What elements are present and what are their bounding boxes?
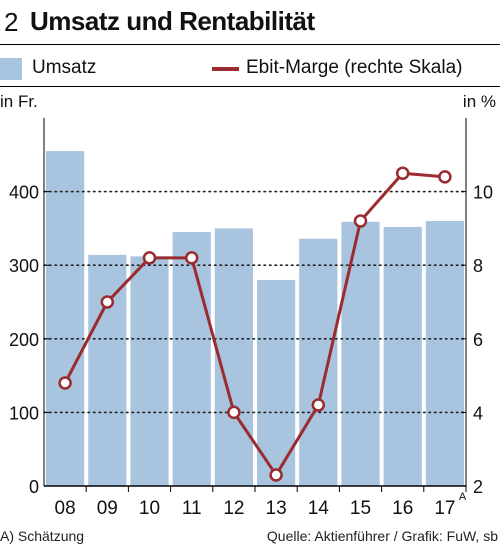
bar-17 (425, 221, 464, 487)
left-tick-label-200: 200 (9, 330, 39, 350)
x-tick-label-17: 17 (434, 498, 455, 519)
bar-14 (299, 238, 338, 486)
left-tick-label-300: 300 (9, 256, 39, 276)
ebit-margin-point-08 (58, 376, 72, 390)
left-tick-label-400: 400 (9, 183, 39, 203)
bar-10 (130, 256, 169, 486)
right-tick-label-4: 4 (473, 403, 483, 423)
bar-11 (172, 232, 211, 486)
x-tick-label-14: 14 (308, 498, 330, 519)
right-tick-label-6: 6 (473, 330, 483, 350)
legend-line-label: Ebit-Marge (rechte Skala) (246, 57, 463, 78)
left-tick-label-0: 0 (29, 477, 39, 497)
bar-08 (46, 151, 85, 486)
legend-bar-swatch (0, 58, 22, 80)
ebit-margin-line (63, 171, 446, 477)
ebit-margin-point-10 (142, 251, 157, 265)
header-rule (0, 44, 500, 45)
x-tick-label-15: 15 (350, 498, 371, 519)
ebit-margin-point-15 (353, 214, 368, 228)
legend-rule (0, 86, 500, 87)
source-credit: Quelle: Aktienführer / Grafik: FuW, sb (266, 528, 498, 544)
left-tick-label-100: 100 (9, 403, 39, 423)
bar-12 (214, 228, 253, 486)
x-tick-label-10: 10 (139, 498, 160, 519)
right-axis-unit: in % (462, 92, 496, 111)
legend-line-swatch (212, 67, 239, 71)
left-axis-unit: in Fr. (0, 92, 38, 111)
x-tick-footnote-mark: A (459, 491, 467, 503)
right-tick-label-2: 2 (473, 477, 483, 497)
bar-09 (88, 254, 127, 486)
x-tick-label-13: 13 (266, 498, 287, 519)
bar-15 (341, 221, 380, 486)
chart-title: Umsatz und Rentabilität (30, 6, 315, 36)
footnote: A) Schätzung (0, 528, 85, 544)
x-tick-label-09: 09 (97, 498, 118, 519)
ebit-margin-point-14 (311, 398, 326, 412)
bar-16 (383, 226, 422, 487)
chart-number: 2 (4, 7, 19, 37)
chart-header: 2 Umsatz und Rentabilität (0, 0, 500, 44)
x-tick-label-12: 12 (223, 498, 244, 519)
legend-bar-label: Umsatz (32, 57, 97, 78)
ebit-margin-point-16 (395, 166, 410, 180)
ebit-margin-point-11 (184, 251, 199, 265)
ebit-margin-point-09 (100, 295, 115, 309)
x-tick-label-16: 16 (392, 498, 413, 519)
x-tick-label-11: 11 (182, 498, 202, 519)
legend: Umsatz Ebit-Marge (rechte Skala) (0, 54, 500, 84)
ebit-margin-point-13 (269, 468, 283, 482)
right-tick-label-8: 8 (473, 256, 483, 276)
ebit-margin-point-12 (227, 405, 241, 420)
x-tick-label-08: 08 (55, 498, 76, 519)
right-tick-label-10: 10 (473, 183, 493, 203)
ebit-margin-point-17 (438, 170, 452, 184)
